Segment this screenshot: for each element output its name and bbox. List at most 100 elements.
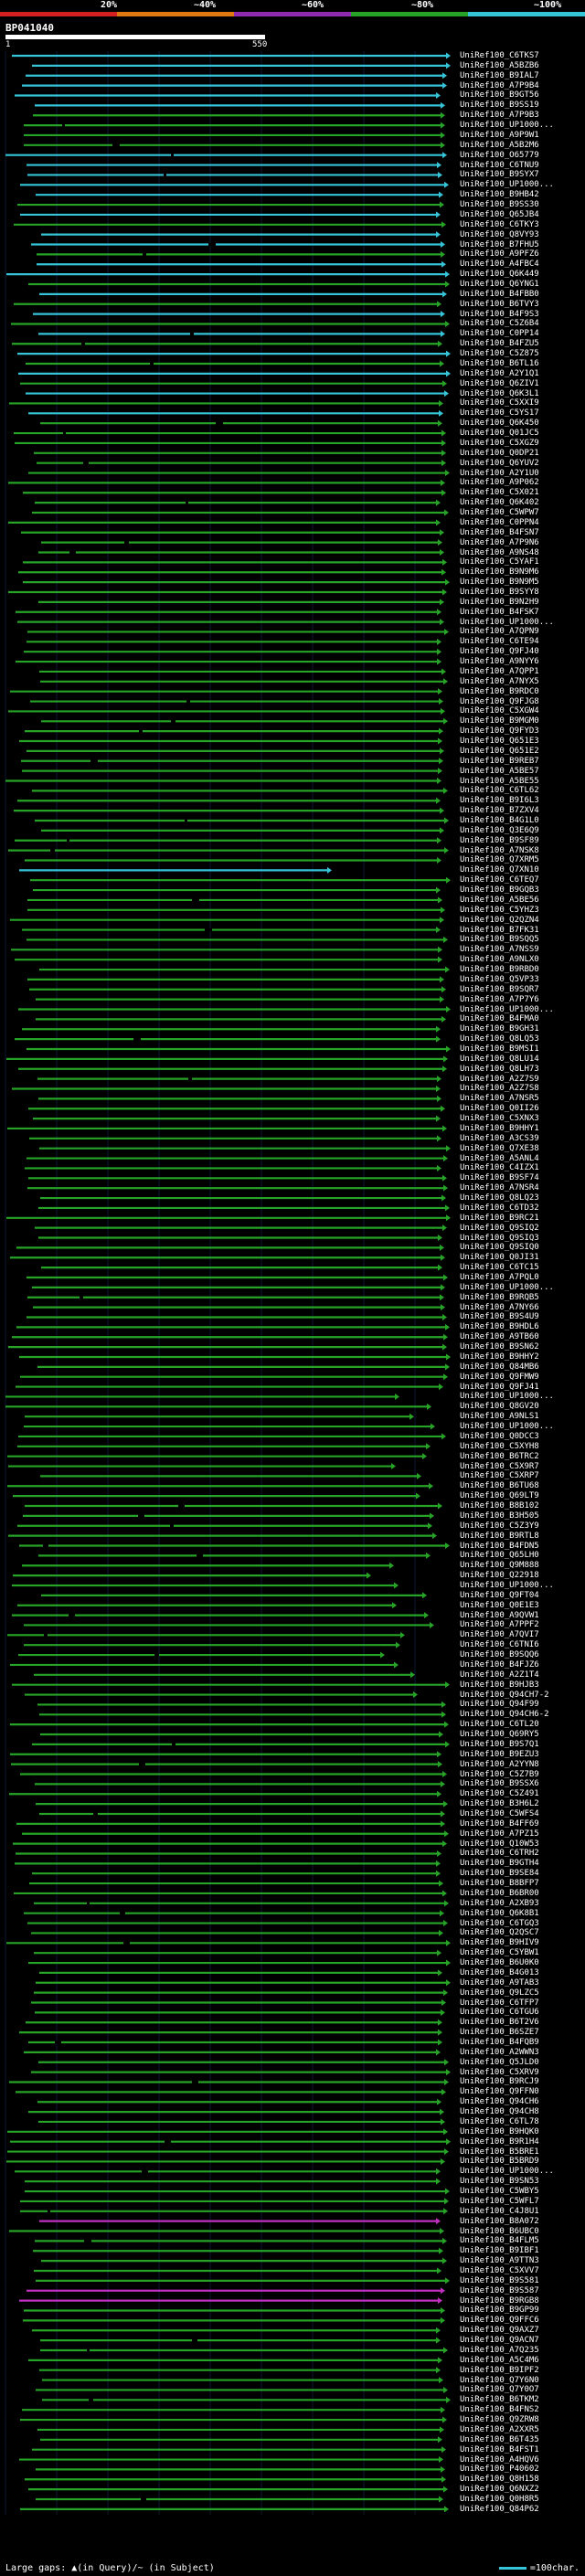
hit-label[interactable]: UniRef100_A7NSR5 — [460, 1094, 539, 1104]
hit-label[interactable]: UniRef100_C5XNX3 — [460, 1114, 539, 1124]
hit-label[interactable]: UniRef100_Q8VY93 — [460, 229, 539, 239]
hit-label[interactable]: UniRef100_C0PP14 — [460, 329, 539, 339]
hit-label[interactable]: UniRef100_A7P9N6 — [460, 537, 539, 547]
hit-label[interactable]: UniRef100_UP1000... — [460, 121, 554, 131]
hit-label[interactable]: UniRef100_B4FF69 — [460, 1818, 539, 1829]
hit-label[interactable]: UniRef100_Q6NXZ2 — [460, 2485, 539, 2495]
hit-label[interactable]: UniRef100_B9N9M6 — [460, 567, 539, 578]
hit-label[interactable]: UniRef100_Q7XN10 — [460, 865, 539, 875]
hit-label[interactable]: UniRef100_B9RGB8 — [460, 2295, 539, 2306]
hit-label[interactable]: UniRef100_B9IAL7 — [460, 70, 539, 80]
hit-label[interactable]: UniRef100_C5Z6B4 — [460, 319, 539, 329]
hit-label[interactable]: UniRef100_C6TL62 — [460, 786, 539, 796]
hit-label[interactable]: UniRef100_C5XYH8 — [460, 1441, 539, 1451]
hit-label[interactable]: UniRef100_Q94CH8 — [460, 2107, 539, 2117]
hit-label[interactable]: UniRef100_A5BE56 — [460, 895, 539, 905]
hit-label[interactable]: UniRef100_C6TL78 — [460, 2116, 539, 2126]
hit-label[interactable]: UniRef100_B9IPF2 — [460, 2365, 539, 2375]
hit-label[interactable]: UniRef100_B9RC21 — [460, 1213, 539, 1223]
hit-label[interactable]: UniRef100_A2Z7S9 — [460, 1074, 539, 1084]
hit-label[interactable]: UniRef100_C5WFS4 — [460, 1808, 539, 1818]
hit-label[interactable]: UniRef100_Q9FYD3 — [460, 726, 539, 737]
hit-label[interactable]: UniRef100_C5X9R7 — [460, 1461, 539, 1471]
hit-label[interactable]: UniRef100_B9S587 — [460, 2285, 539, 2295]
hit-label[interactable]: UniRef100_A7QPP1 — [460, 666, 539, 676]
hit-label[interactable]: UniRef100_B3H6L2 — [460, 1799, 539, 1809]
hit-label[interactable]: UniRef100_Q8LQ23 — [460, 1193, 539, 1203]
hit-label[interactable]: UniRef100_C6TEQ7 — [460, 875, 539, 885]
hit-label[interactable]: UniRef100_Q22918 — [460, 1571, 539, 1581]
hit-label[interactable]: UniRef100_C5YHZ3 — [460, 905, 539, 915]
hit-label[interactable]: UniRef100_B8BFP7 — [460, 1879, 539, 1889]
hit-label[interactable]: UniRef100_B6TU68 — [460, 1481, 539, 1491]
hit-label[interactable]: UniRef100_Q9SIQ3 — [460, 1233, 539, 1243]
hit-label[interactable]: UniRef100_A4HQV6 — [460, 2454, 539, 2465]
hit-label[interactable]: UniRef100_B9GTH4 — [460, 1859, 539, 1869]
hit-label[interactable]: UniRef100_B4FSN7 — [460, 527, 539, 537]
hit-label[interactable]: UniRef100_Q69RY5 — [460, 1730, 539, 1740]
hit-label[interactable]: UniRef100_A2Z7S8 — [460, 1084, 539, 1094]
hit-label[interactable]: UniRef100_C6TNI6 — [460, 1640, 539, 1650]
hit-label[interactable]: UniRef100_B4G013 — [460, 1967, 539, 1977]
hit-label[interactable]: UniRef100_C5YS17 — [460, 408, 539, 419]
hit-label[interactable]: UniRef100_Q65LH0 — [460, 1551, 539, 1561]
hit-label[interactable]: UniRef100_A7NYX5 — [460, 676, 539, 686]
hit-label[interactable]: UniRef100_Q9FFC6 — [460, 2316, 539, 2326]
hit-label[interactable]: UniRef100_A7PPF2 — [460, 1620, 539, 1630]
hit-label[interactable]: UniRef100_B9IBF1 — [460, 2246, 539, 2256]
hit-label[interactable]: UniRef100_B7FK31 — [460, 925, 539, 935]
hit-label[interactable]: UniRef100_B9MGM0 — [460, 716, 539, 726]
hit-label[interactable]: UniRef100_Q7XE38 — [460, 1143, 539, 1153]
hit-label[interactable]: UniRef100_B9HB42 — [460, 190, 539, 200]
hit-label[interactable]: UniRef100_C5XGZ9 — [460, 438, 539, 448]
hit-label[interactable]: UniRef100_A5C4M6 — [460, 2355, 539, 2365]
hit-label[interactable]: UniRef100_A9NLS1 — [460, 1412, 539, 1422]
hit-label[interactable]: UniRef100_C5WPW7 — [460, 508, 539, 518]
hit-label[interactable]: UniRef100_Q6K8B1 — [460, 1908, 539, 1918]
hit-label[interactable]: UniRef100_B9RQB5 — [460, 1292, 539, 1302]
hit-label[interactable]: UniRef100_Q2QSC7 — [460, 1928, 539, 1938]
hit-label[interactable]: UniRef100_UP1000... — [460, 1392, 554, 1402]
hit-label[interactable]: UniRef100_Q651E2 — [460, 746, 539, 756]
hit-label[interactable]: UniRef100_A7P9B4 — [460, 80, 539, 90]
hit-label[interactable]: UniRef100_C4J8U1 — [460, 2206, 539, 2216]
hit-label[interactable]: UniRef100_C5XGW4 — [460, 706, 539, 716]
hit-label[interactable]: UniRef100_Q0II26 — [460, 1104, 539, 1114]
hit-label[interactable]: UniRef100_UP1000... — [460, 617, 554, 627]
hit-label[interactable]: UniRef100_B4G1L0 — [460, 815, 539, 825]
hit-label[interactable]: UniRef100_Q8LU14 — [460, 1054, 539, 1064]
hit-label[interactable]: UniRef100_Q7XRM5 — [460, 855, 539, 865]
hit-label[interactable]: UniRef100_UP1000... — [460, 180, 554, 190]
hit-label[interactable]: UniRef100_B9I6L3 — [460, 796, 539, 806]
hit-label[interactable]: UniRef100_B4FQB9 — [460, 2038, 539, 2047]
hit-label[interactable]: UniRef100_B9GT56 — [460, 90, 539, 101]
hit-label[interactable]: UniRef100_B4FZU5 — [460, 339, 539, 349]
hit-label[interactable]: UniRef100_B9SYY8 — [460, 587, 539, 597]
hit-label[interactable]: UniRef100_B6BR00 — [460, 1888, 539, 1898]
hit-label[interactable]: UniRef100_A9P9W1 — [460, 130, 539, 140]
hit-label[interactable]: UniRef100_A7PZ15 — [460, 1829, 539, 1839]
hit-label[interactable]: UniRef100_A5BE57 — [460, 766, 539, 776]
hit-label[interactable]: UniRef100_C5Z3Y9 — [460, 1521, 539, 1531]
hit-label[interactable]: UniRef100_UP1000... — [460, 1422, 554, 1432]
hit-label[interactable]: UniRef100_B9S7Q1 — [460, 1739, 539, 1749]
hit-label[interactable]: UniRef100_B9HJB3 — [460, 1680, 539, 1690]
hit-label[interactable]: UniRef100_Q9M888 — [460, 1561, 539, 1571]
hit-label[interactable]: UniRef100_B9SF89 — [460, 835, 539, 845]
hit-label[interactable]: UniRef100_B9RTL8 — [460, 1531, 539, 1541]
hit-label[interactable]: UniRef100_Q6YNG1 — [460, 280, 539, 289]
hit-label[interactable]: UniRef100_A2Y1Q1 — [460, 368, 539, 378]
hit-label[interactable]: UniRef100_B9EZU3 — [460, 1749, 539, 1759]
hit-label[interactable]: UniRef100_Q9FJG8 — [460, 696, 539, 706]
hit-label[interactable]: UniRef100_B7FHU5 — [460, 239, 539, 249]
hit-label[interactable]: UniRef100_B8A072 — [460, 2216, 539, 2226]
hit-label[interactable]: UniRef100_C5Z491 — [460, 1789, 539, 1799]
hit-label[interactable]: UniRef100_A7NSK8 — [460, 845, 539, 855]
hit-label[interactable]: UniRef100_B6UBC0 — [460, 2226, 539, 2236]
hit-label[interactable]: UniRef100_B5BRD9 — [460, 2157, 539, 2167]
hit-label[interactable]: UniRef100_B9RDC0 — [460, 686, 539, 696]
hit-label[interactable]: UniRef100_B9SQQ5 — [460, 935, 539, 945]
hit-label[interactable]: UniRef100_C5WFL7 — [460, 2196, 539, 2206]
hit-label[interactable]: UniRef100_C5Z875 — [460, 349, 539, 359]
hit-label[interactable]: UniRef100_B9HQK0 — [460, 2126, 539, 2136]
